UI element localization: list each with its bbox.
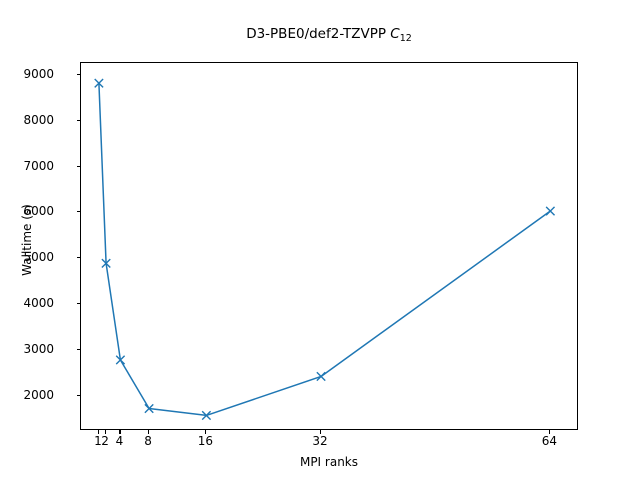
y-tick-label: 9000 (23, 66, 54, 81)
y-tick-mark (76, 73, 80, 75)
x-tick-label: 2 (101, 434, 109, 448)
plot-area (80, 62, 578, 430)
x-tick-label: 64 (541, 434, 557, 448)
y-tick-label: 7000 (23, 158, 54, 173)
chart-title: D3-PBE0/def2-TZVPP C12 (80, 26, 578, 44)
y-tick-label: 8000 (23, 112, 54, 127)
y-tick-label: 5000 (23, 250, 54, 265)
y-tick-mark (76, 348, 80, 350)
x-tick-mark (119, 430, 121, 434)
data-point-marker (94, 78, 104, 88)
data-point-marker (144, 403, 154, 414)
x-tick-mark (320, 430, 322, 434)
x-tick-label: 1 (94, 434, 102, 448)
y-tick-label: 3000 (23, 341, 54, 356)
x-tick-mark (148, 430, 150, 434)
y-tick-mark (76, 257, 80, 259)
x-tick-mark (105, 430, 107, 434)
x-tick-label: 16 (197, 434, 214, 448)
data-point-marker (545, 206, 556, 216)
chart-title-symbol: C (390, 26, 400, 42)
x-tick-mark (205, 430, 207, 434)
x-tick-label: 8 (144, 434, 152, 448)
series-markers-walltime (94, 78, 556, 421)
y-tick-mark (76, 119, 80, 121)
x-tick-mark (549, 430, 551, 434)
data-point-marker (115, 355, 126, 365)
y-tick-label: 2000 (23, 387, 54, 402)
x-tick-label: 32 (312, 434, 328, 448)
x-tick-mark (97, 430, 99, 434)
y-tick-label: 4000 (23, 296, 54, 311)
x-tick-label: 4 (115, 434, 124, 448)
y-tick-mark (76, 303, 80, 305)
x-axis-label: MPI ranks (299, 455, 359, 469)
y-tick-mark (76, 394, 80, 396)
y-tick-label: 6000 (23, 204, 54, 219)
data-point-marker (201, 410, 212, 421)
chart-title-subscript: 12 (399, 33, 412, 44)
y-tick-mark (76, 165, 80, 167)
data-point-marker (316, 371, 326, 382)
chart-title-main: D3-PBE0/def2-TZVPP (246, 26, 391, 42)
line-plot-svg (94, 78, 556, 421)
data-point-marker (101, 258, 111, 268)
y-tick-mark (76, 211, 80, 213)
series-line-walltime (98, 82, 552, 417)
